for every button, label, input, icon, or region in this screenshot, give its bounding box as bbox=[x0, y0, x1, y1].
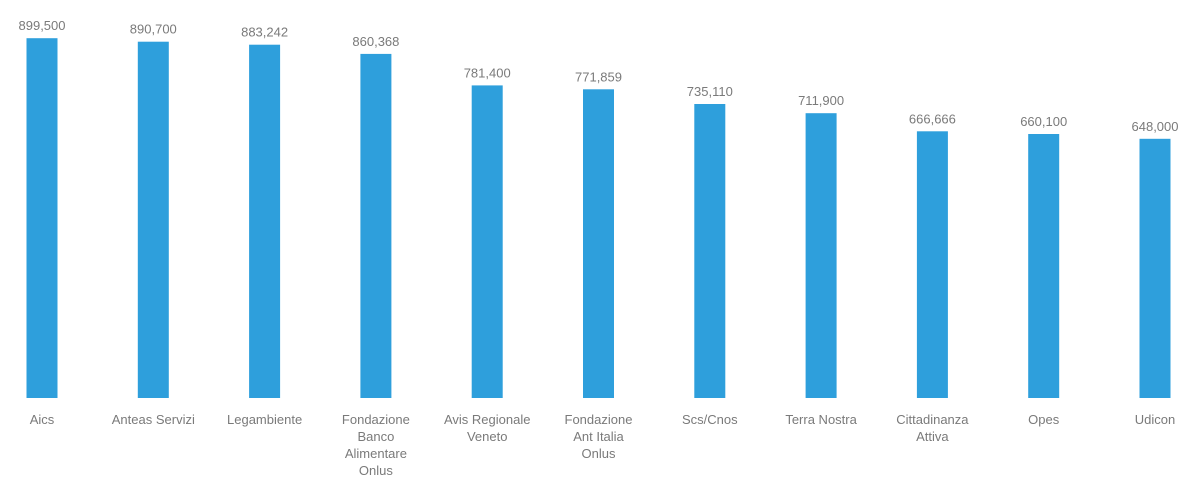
category-label-10: Opes bbox=[1028, 412, 1060, 427]
value-label-4: 860,368 bbox=[352, 34, 399, 49]
value-label-2: 890,700 bbox=[130, 22, 177, 37]
category-label-line: Fondazione bbox=[342, 412, 410, 427]
category-label-6: Fondazione Ant Italia Onlus bbox=[565, 412, 633, 461]
category-label-line: Anteas Servizi bbox=[112, 412, 195, 427]
bar-5 bbox=[471, 85, 503, 399]
value-label-8: 711,900 bbox=[798, 93, 844, 108]
category-label-11: Udicon bbox=[1135, 412, 1175, 427]
value-label-11: 648,000 bbox=[1132, 119, 1179, 134]
category-label-line: Aics bbox=[30, 412, 55, 427]
category-label-line: Scs/Cnos bbox=[682, 412, 738, 427]
category-label-8: Terra Nostra bbox=[785, 412, 857, 427]
category-label-4: Fondazione Banco Alimentare Onlus bbox=[342, 412, 410, 478]
category-label-7: Scs/Cnos bbox=[682, 412, 738, 427]
category-label-line: Veneto bbox=[467, 429, 508, 444]
category-label-line: Attiva bbox=[916, 429, 949, 444]
bar-3 bbox=[249, 44, 281, 398]
value-label-9: 666,666 bbox=[909, 111, 956, 126]
category-label-line: Avis Regionale bbox=[444, 412, 530, 427]
bar-6 bbox=[583, 89, 614, 399]
category-label-line: Onlus bbox=[359, 463, 393, 478]
value-label-7: 735,110 bbox=[687, 84, 733, 99]
category-label-line: Fondazione bbox=[565, 412, 633, 427]
category-label-9: Cittadinanza Attiva bbox=[896, 412, 969, 444]
category-label-line: Banco bbox=[357, 429, 394, 444]
category-label-line: Cittadinanza bbox=[896, 412, 969, 427]
category-label-line: Ant Italia bbox=[573, 429, 624, 444]
category-label-line: Onlus bbox=[582, 446, 616, 461]
category-label-3: Legambiente bbox=[227, 412, 302, 427]
value-label-1: 899,500 bbox=[19, 18, 66, 33]
value-label-3: 883,242 bbox=[241, 25, 288, 40]
category-label-1: Aics bbox=[30, 412, 55, 427]
category-label-5: Avis Regionale Veneto bbox=[444, 412, 530, 444]
category-label-line: Legambiente bbox=[227, 412, 302, 427]
category-label-line: Opes bbox=[1028, 412, 1060, 427]
bar-1 bbox=[26, 38, 58, 398]
bar-9 bbox=[916, 131, 948, 399]
category-label-line: Terra Nostra bbox=[785, 412, 857, 427]
bar-7 bbox=[694, 104, 726, 398]
value-label-6: 771,859 bbox=[575, 69, 622, 84]
value-label-5: 781,400 bbox=[464, 65, 511, 80]
category-label-2: Anteas Servizi bbox=[112, 412, 195, 427]
bar-11 bbox=[1139, 138, 1171, 399]
bar-2 bbox=[137, 41, 169, 398]
bar-10 bbox=[1028, 134, 1060, 398]
category-label-line: Alimentare bbox=[345, 446, 407, 461]
bar-8 bbox=[805, 113, 837, 398]
value-label-10: 660,100 bbox=[1020, 114, 1067, 129]
category-label-line: Udicon bbox=[1135, 412, 1175, 427]
bar-4 bbox=[360, 53, 392, 399]
